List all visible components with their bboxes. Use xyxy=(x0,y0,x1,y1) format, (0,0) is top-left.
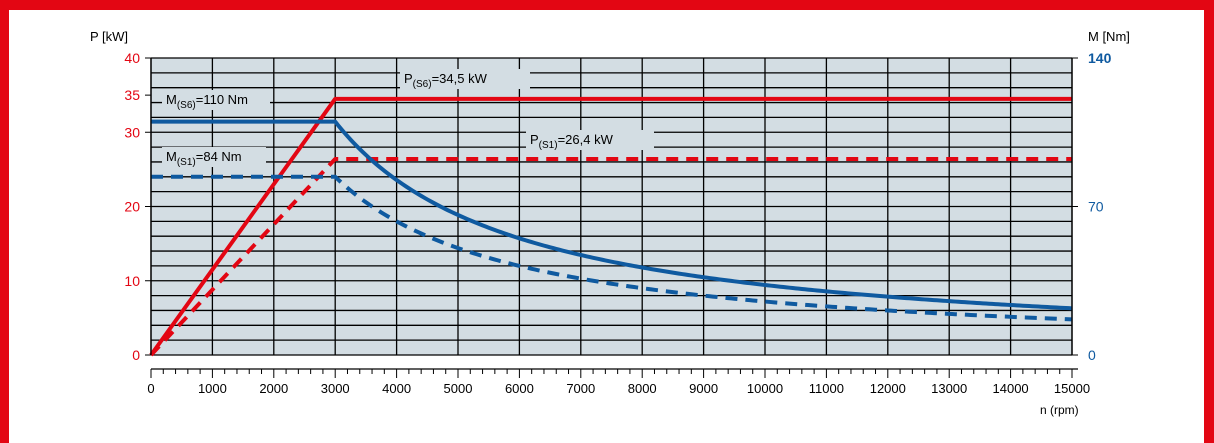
left-axis-title: P [kW] xyxy=(90,29,128,44)
x-tick-label: 5000 xyxy=(444,381,473,396)
x-tick-label: 12000 xyxy=(870,381,906,396)
red-frame-top xyxy=(0,0,1214,10)
series-ps6-line xyxy=(149,96,1072,357)
x-tick-label: 13000 xyxy=(931,381,967,396)
right-tick-label: 70 xyxy=(1088,199,1104,215)
series-ms1-line xyxy=(151,174,1073,322)
left-tick-label: 20 xyxy=(124,199,140,215)
ann-m-s1: M(S1)=84 Nm xyxy=(166,149,242,168)
left-tick-label: 10 xyxy=(124,273,140,289)
ann-p-s1-box xyxy=(526,130,654,150)
x-tick-label: 3000 xyxy=(321,381,350,396)
x-tick-label: 0 xyxy=(147,381,154,396)
left-tick-label: 0 xyxy=(132,347,140,363)
left-tick-label: 30 xyxy=(124,124,140,140)
ann-m-s1-box xyxy=(162,147,266,167)
annotation-layer: P(S6)=34,5 kW M(S6)=110 Nm P(S1)=26,4 kW M(… xyxy=(162,69,654,168)
left-tick-label: 35 xyxy=(124,87,140,103)
red-frame-right xyxy=(1204,0,1214,443)
x-tick-label: 1000 xyxy=(198,381,227,396)
right-tick-label: 0 xyxy=(1088,347,1096,363)
axes: 0 1000 2000 3000 4000 5000 6000 7000 8000 9000 100… xyxy=(124,50,1111,396)
x-tick-label: 9000 xyxy=(689,381,718,396)
ann-m-s6: M(S6)=110 Nm xyxy=(166,92,248,111)
ann-m-s6-box xyxy=(162,90,270,110)
x-tick-label: 11000 xyxy=(809,381,844,396)
series-ps1-line xyxy=(149,156,1072,357)
ann-p-s6: P(S6)=34,5 kW xyxy=(404,71,488,90)
x-tick-label: 10000 xyxy=(747,381,783,396)
grid xyxy=(150,57,1073,356)
ann-p-s1: P(S1)=26,4 kW xyxy=(530,132,614,151)
x-tick-label: 14000 xyxy=(993,381,1029,396)
x-axis-title: n (rpm) xyxy=(1040,403,1079,417)
right-tick-label: 140 xyxy=(1088,50,1112,66)
x-tick-label: 6000 xyxy=(505,381,534,396)
red-frame-left xyxy=(0,0,9,443)
series-ms6-line xyxy=(151,119,1073,311)
right-axis-title: M [Nm] xyxy=(1088,29,1130,44)
series-layer xyxy=(149,96,1073,357)
x-tick-label: 15000 xyxy=(1054,381,1090,396)
x-tick-label: 7000 xyxy=(566,381,595,396)
x-tick-label: 4000 xyxy=(382,381,411,396)
left-tick-label: 40 xyxy=(124,50,140,66)
x-tick-label: 2000 xyxy=(259,381,288,396)
x-tick-label: 8000 xyxy=(628,381,657,396)
ann-p-s6-box xyxy=(400,69,530,89)
